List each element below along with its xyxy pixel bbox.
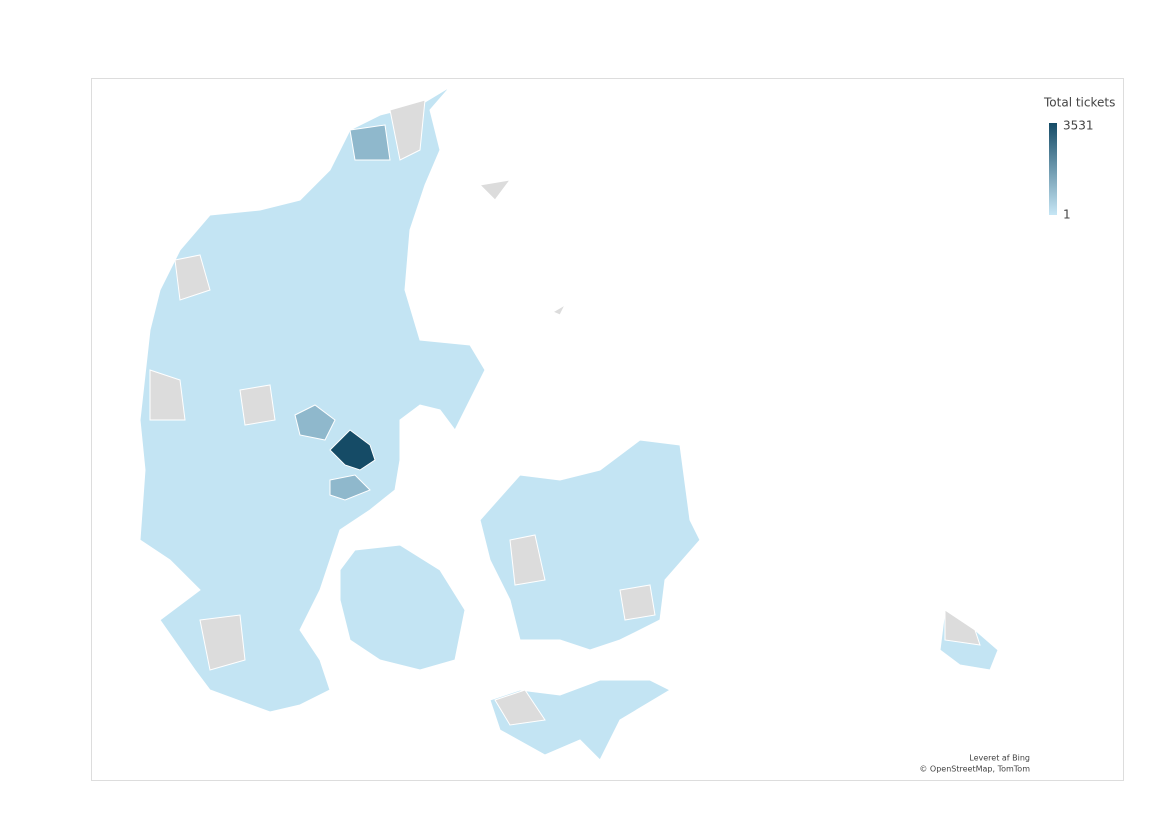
region-gray xyxy=(509,534,546,586)
jutland xyxy=(139,86,486,713)
region-gray xyxy=(389,99,426,161)
region-medium xyxy=(294,404,336,441)
region-medium xyxy=(349,124,391,161)
funen xyxy=(339,544,466,671)
region-gray xyxy=(149,369,186,421)
legend-gradient xyxy=(1049,123,1057,215)
anholt xyxy=(551,303,567,316)
region-gray xyxy=(199,614,246,671)
region-dark xyxy=(329,429,376,471)
region-medium xyxy=(329,474,371,501)
laeso xyxy=(478,179,512,201)
region-gray xyxy=(239,384,276,426)
region-gray xyxy=(944,609,981,646)
lolland-falster xyxy=(489,679,672,761)
legend-max: 3531 xyxy=(1063,119,1094,133)
legend-min: 1 xyxy=(1063,208,1071,222)
attribution: Leveret af Bing xyxy=(969,754,1030,763)
region-gray xyxy=(619,584,656,621)
region-gray xyxy=(174,254,211,301)
region-gray xyxy=(494,689,546,726)
map-regions xyxy=(139,86,999,761)
attribution: © OpenStreetMap, TomTom xyxy=(919,765,1030,774)
legend-title: Total tickets xyxy=(1043,96,1115,110)
